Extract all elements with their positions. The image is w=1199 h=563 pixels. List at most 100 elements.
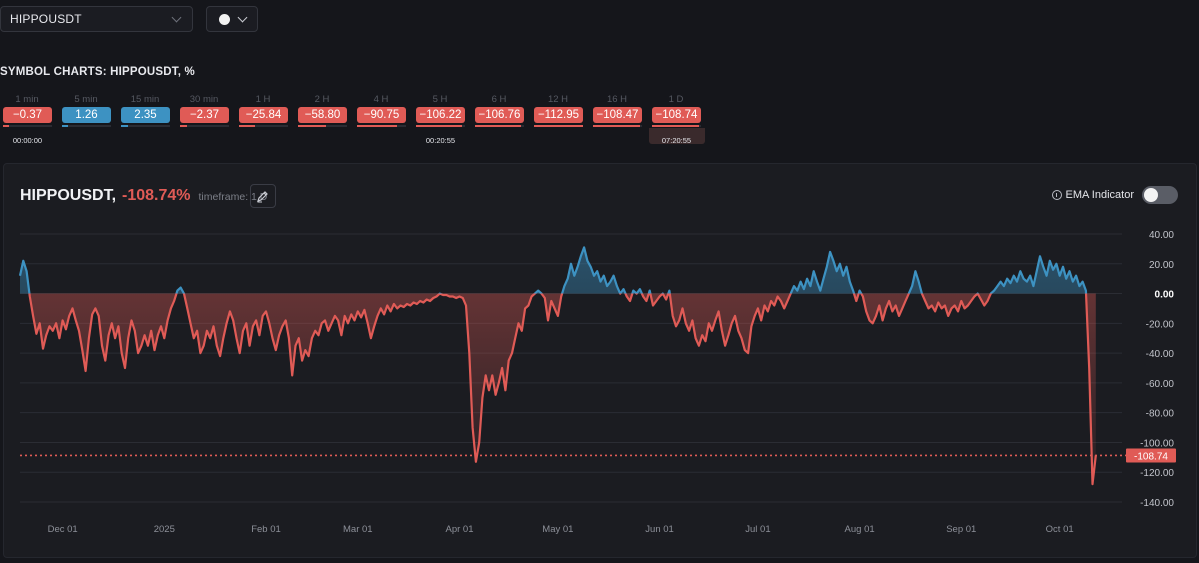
chevron-down-icon bbox=[171, 12, 182, 22]
timeframe-12-h[interactable]: 12 H −112.95 bbox=[534, 94, 593, 150]
timeframe-4-h[interactable]: 4 H −90.75 bbox=[357, 94, 416, 150]
ema-toggle[interactable] bbox=[1142, 186, 1178, 204]
timeframe-label: 4 H bbox=[373, 94, 389, 105]
timeframe-value-badge: 2.35 bbox=[121, 107, 170, 123]
timeframe-strength-fill bbox=[475, 125, 522, 127]
negative-area bbox=[20, 293, 1096, 485]
section-title: SYMBOL CHARTS: HIPPOUSDT, % bbox=[0, 66, 195, 78]
timeframe-strength-fill bbox=[239, 125, 255, 127]
timeframe-strength-fill bbox=[593, 125, 640, 127]
x-tick-label: Jun 01 bbox=[645, 524, 674, 535]
timeframe-value-badge: −58.80 bbox=[298, 107, 347, 123]
x-tick-label: Dec 01 bbox=[48, 524, 78, 535]
timeframe-value-badge: −0.37 bbox=[3, 107, 52, 123]
timeframe-timer: 00:00:00 bbox=[12, 136, 43, 145]
current-value-label: -108.74 bbox=[1134, 451, 1168, 462]
chart-panel: 40.00 20.00 0.00 -20.00 -40.00 -60.00 -80.00 -1… bbox=[3, 163, 1197, 558]
timeframe-timer: 00:20:55 bbox=[425, 136, 456, 145]
timeframe-label: 1 H bbox=[255, 94, 271, 105]
timeframe-6-h[interactable]: 6 H −106.76 bbox=[475, 94, 534, 150]
timeframe-strength-bar bbox=[475, 125, 524, 127]
timeframe-value-badge: −25.84 bbox=[239, 107, 288, 123]
x-tick-label: Sep 01 bbox=[946, 524, 976, 535]
timeframe-strength-bar bbox=[121, 125, 170, 127]
y-tick-label: -140.00 bbox=[1140, 498, 1174, 509]
x-tick-label: Aug 01 bbox=[845, 524, 875, 535]
chevron-down-icon bbox=[237, 12, 247, 22]
x-tick-label: Oct 01 bbox=[1046, 524, 1074, 535]
timeframe-1-d[interactable]: 1 D −108.74 07:20:55 bbox=[649, 94, 711, 150]
timeframe-strength-fill bbox=[180, 125, 187, 127]
timeframe-active-highlight bbox=[649, 128, 705, 144]
timeframe-label: 2 H bbox=[314, 94, 330, 105]
timeframe-1-min[interactable]: 1 min −0.37 00:00:00 bbox=[3, 94, 62, 150]
timeframe-strength-bar bbox=[534, 125, 583, 127]
theme-select[interactable] bbox=[206, 6, 258, 32]
y-tick-label: -120.00 bbox=[1140, 468, 1174, 479]
draw-tool-button[interactable] bbox=[250, 184, 276, 208]
timeframe-strength-fill bbox=[121, 125, 128, 127]
toggle-knob bbox=[1144, 188, 1158, 202]
timeframe-5-min[interactable]: 5 min 1.26 bbox=[62, 94, 121, 150]
ema-indicator: EMA Indicator bbox=[1051, 186, 1178, 204]
timeframe-strength-fill bbox=[652, 125, 699, 127]
pen-icon bbox=[257, 191, 268, 203]
timeframe-strength-fill bbox=[62, 125, 69, 127]
timeframe-strength-bar bbox=[357, 125, 406, 127]
timeframe-value-badge: −106.76 bbox=[475, 107, 524, 123]
timeframe-label: 1 min bbox=[15, 94, 39, 105]
y-tick-label: -60.00 bbox=[1146, 379, 1175, 390]
timeframe-30-min[interactable]: 30 min −2.37 bbox=[180, 94, 239, 150]
timeframe-label: 12 H bbox=[547, 94, 569, 105]
timeframe-1-h[interactable]: 1 H −25.84 bbox=[239, 94, 298, 150]
timeframe-15-min[interactable]: 15 min 2.35 bbox=[121, 94, 180, 150]
timeframe-timer: 07:20:55 bbox=[661, 136, 692, 145]
timeframe-strength-fill bbox=[298, 125, 327, 127]
timeframe-strength-bar bbox=[652, 125, 701, 127]
timeframe-label: 30 min bbox=[189, 94, 219, 105]
timeframe-label: 6 H bbox=[491, 94, 507, 105]
timeframe-strength-bar bbox=[593, 125, 642, 127]
series-line-positive bbox=[18, 246, 1088, 294]
x-tick-label: Feb 01 bbox=[251, 524, 281, 535]
timeframe-value-badge: −108.74 bbox=[652, 107, 701, 123]
chart-svg: 40.00 20.00 0.00 -20.00 -40.00 -60.00 -80.00 -1… bbox=[18, 230, 1176, 535]
timeframe-value-badge: −112.95 bbox=[534, 107, 583, 123]
timeframe-16-h[interactable]: 16 H −108.47 bbox=[593, 94, 652, 150]
timeframe-strength-bar bbox=[416, 125, 465, 127]
timeframe-value-badge: −90.75 bbox=[357, 107, 406, 123]
y-tick-label: -20.00 bbox=[1146, 319, 1175, 330]
timeframe-value-badge: −108.47 bbox=[593, 107, 642, 123]
timeframe-label: 16 H bbox=[606, 94, 628, 105]
timeframe-strength-fill bbox=[534, 125, 583, 127]
timeframe-strength-bar bbox=[298, 125, 347, 127]
symbol-select[interactable]: HIPPOUSDT bbox=[0, 6, 193, 32]
circle-dot-icon bbox=[218, 13, 230, 25]
timeframe-label: 5 H bbox=[432, 94, 448, 105]
timeframe-strength-bar bbox=[239, 125, 288, 127]
series-line-negative bbox=[28, 293, 1097, 486]
timeframe-row: 1 min −0.37 00:00:00 5 min 1.26 15 min 2.35 30 … bbox=[3, 94, 711, 150]
y-tick-label: -100.00 bbox=[1140, 438, 1174, 449]
y-tick-label: 40.00 bbox=[1149, 230, 1174, 241]
panel-title: HIPPOUSDT, -108.74% timeframe: 1 D bbox=[20, 187, 267, 205]
x-tick-label: 2025 bbox=[154, 524, 175, 535]
x-tick-label: Apr 01 bbox=[445, 524, 473, 535]
timeframe-label: 5 min bbox=[74, 94, 98, 105]
timeframe-value-badge: 1.26 bbox=[62, 107, 111, 123]
timeframe-5-h[interactable]: 5 H −106.22 00:20:55 bbox=[416, 94, 475, 150]
ema-label: EMA Indicator bbox=[1065, 189, 1134, 201]
x-tick-label: May 01 bbox=[542, 524, 573, 535]
panel-change: -108.74% bbox=[122, 187, 191, 204]
timeframe-strength-fill bbox=[357, 125, 398, 127]
timeframe-strength-bar bbox=[62, 125, 111, 127]
timeframe-strength-fill bbox=[416, 125, 463, 127]
timeframe-label: 15 min bbox=[130, 94, 160, 105]
timeframe-strength-bar bbox=[180, 125, 229, 127]
current-value-badge bbox=[1126, 448, 1176, 463]
timeframe-strength-bar bbox=[3, 125, 52, 127]
y-tick-label: -80.00 bbox=[1146, 409, 1175, 420]
panel-symbol: HIPPOUSDT, bbox=[20, 187, 117, 204]
timeframe-2-h[interactable]: 2 H −58.80 bbox=[298, 94, 357, 150]
positive-area bbox=[20, 247, 1087, 294]
